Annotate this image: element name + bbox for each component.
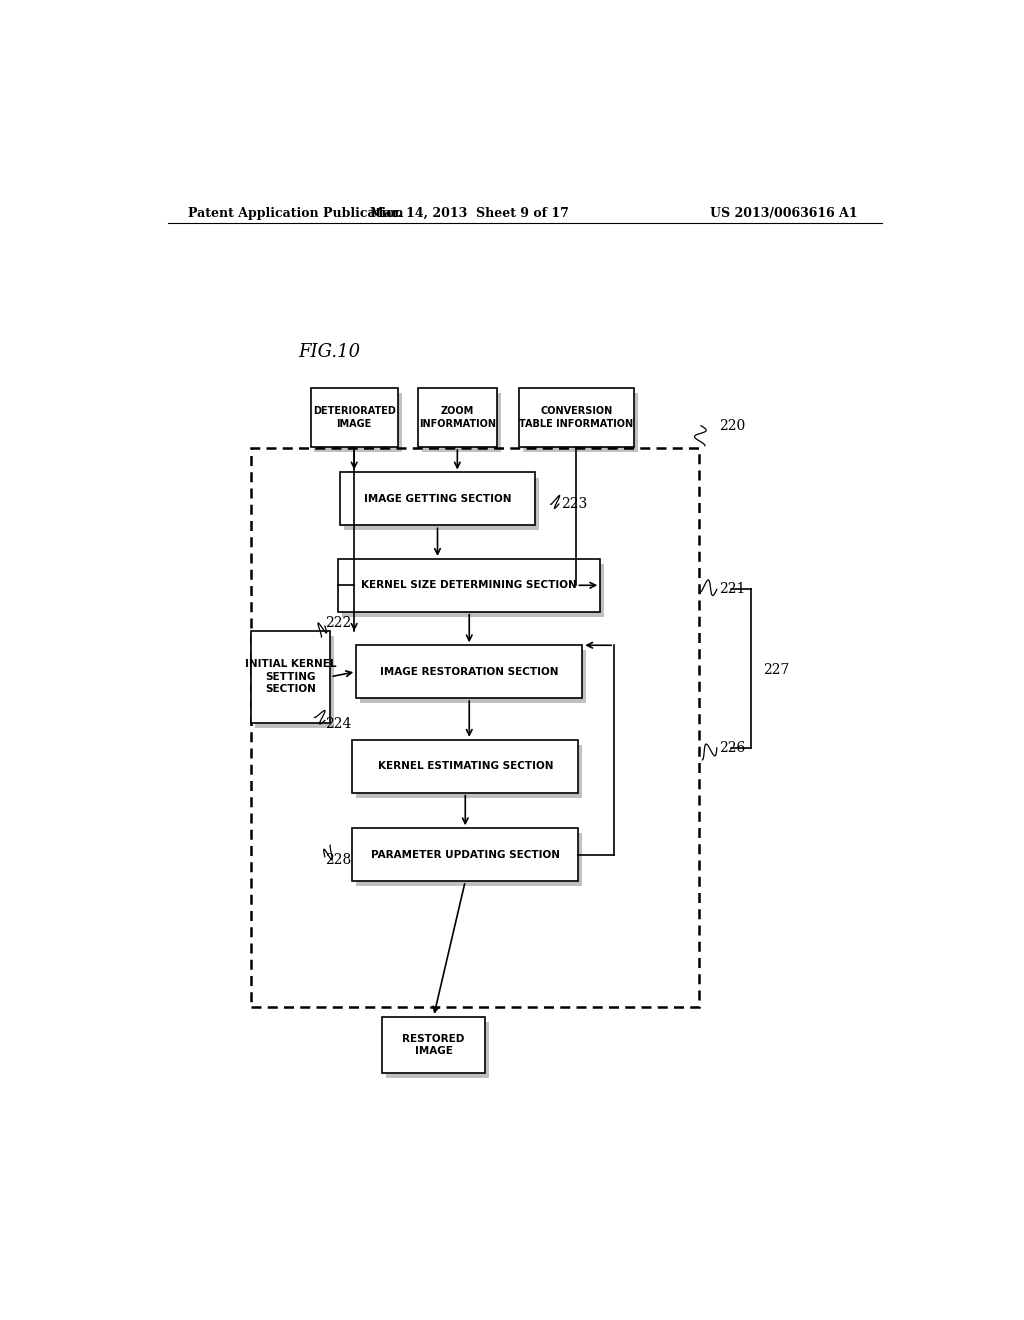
Text: Mar. 14, 2013  Sheet 9 of 17: Mar. 14, 2013 Sheet 9 of 17 — [370, 207, 568, 220]
Bar — [422, 393, 501, 453]
Bar — [360, 651, 587, 704]
Text: 222: 222 — [325, 616, 351, 630]
Text: PARAMETER UPDATING SECTION: PARAMETER UPDATING SECTION — [371, 850, 560, 859]
Text: 227: 227 — [763, 663, 790, 677]
Text: 224: 224 — [325, 717, 351, 730]
Text: 221: 221 — [719, 582, 745, 597]
Bar — [382, 1016, 485, 1073]
Bar — [342, 564, 604, 616]
Text: 226: 226 — [719, 741, 745, 755]
Bar — [386, 1022, 489, 1077]
Text: 223: 223 — [561, 496, 588, 511]
Text: 220: 220 — [719, 418, 745, 433]
Text: INITIAL KERNEL
SETTING
SECTION: INITIAL KERNEL SETTING SECTION — [245, 660, 337, 694]
Text: KERNEL SIZE DETERMINING SECTION: KERNEL SIZE DETERMINING SECTION — [361, 581, 578, 590]
Bar — [338, 558, 600, 611]
Bar — [255, 636, 334, 727]
Bar — [344, 478, 539, 531]
Text: IMAGE GETTING SECTION: IMAGE GETTING SECTION — [364, 494, 511, 504]
Text: KERNEL ESTIMATING SECTION: KERNEL ESTIMATING SECTION — [378, 762, 553, 771]
Text: ZOOM
INFORMATION: ZOOM INFORMATION — [419, 407, 496, 429]
Bar — [356, 744, 583, 797]
Text: Patent Application Publication: Patent Application Publication — [187, 207, 403, 220]
Text: DETERIORATED
IMAGE: DETERIORATED IMAGE — [312, 407, 395, 429]
Bar — [519, 388, 634, 447]
Text: US 2013/0063616 A1: US 2013/0063616 A1 — [711, 207, 858, 220]
Bar — [352, 828, 579, 880]
Bar — [356, 645, 583, 698]
Text: RESTORED
IMAGE: RESTORED IMAGE — [402, 1034, 465, 1056]
Bar — [340, 473, 535, 525]
Bar — [418, 388, 497, 447]
Bar — [352, 739, 579, 792]
Text: IMAGE RESTORATION SECTION: IMAGE RESTORATION SECTION — [380, 667, 558, 677]
Bar — [314, 393, 401, 453]
Bar — [523, 393, 638, 453]
Bar — [251, 631, 331, 722]
Text: CONVERSION
TABLE INFORMATION: CONVERSION TABLE INFORMATION — [519, 407, 634, 429]
Bar — [251, 447, 699, 1007]
Text: FIG.10: FIG.10 — [299, 342, 360, 360]
Text: 228: 228 — [325, 853, 351, 867]
Bar — [310, 388, 397, 447]
Bar — [356, 833, 583, 886]
